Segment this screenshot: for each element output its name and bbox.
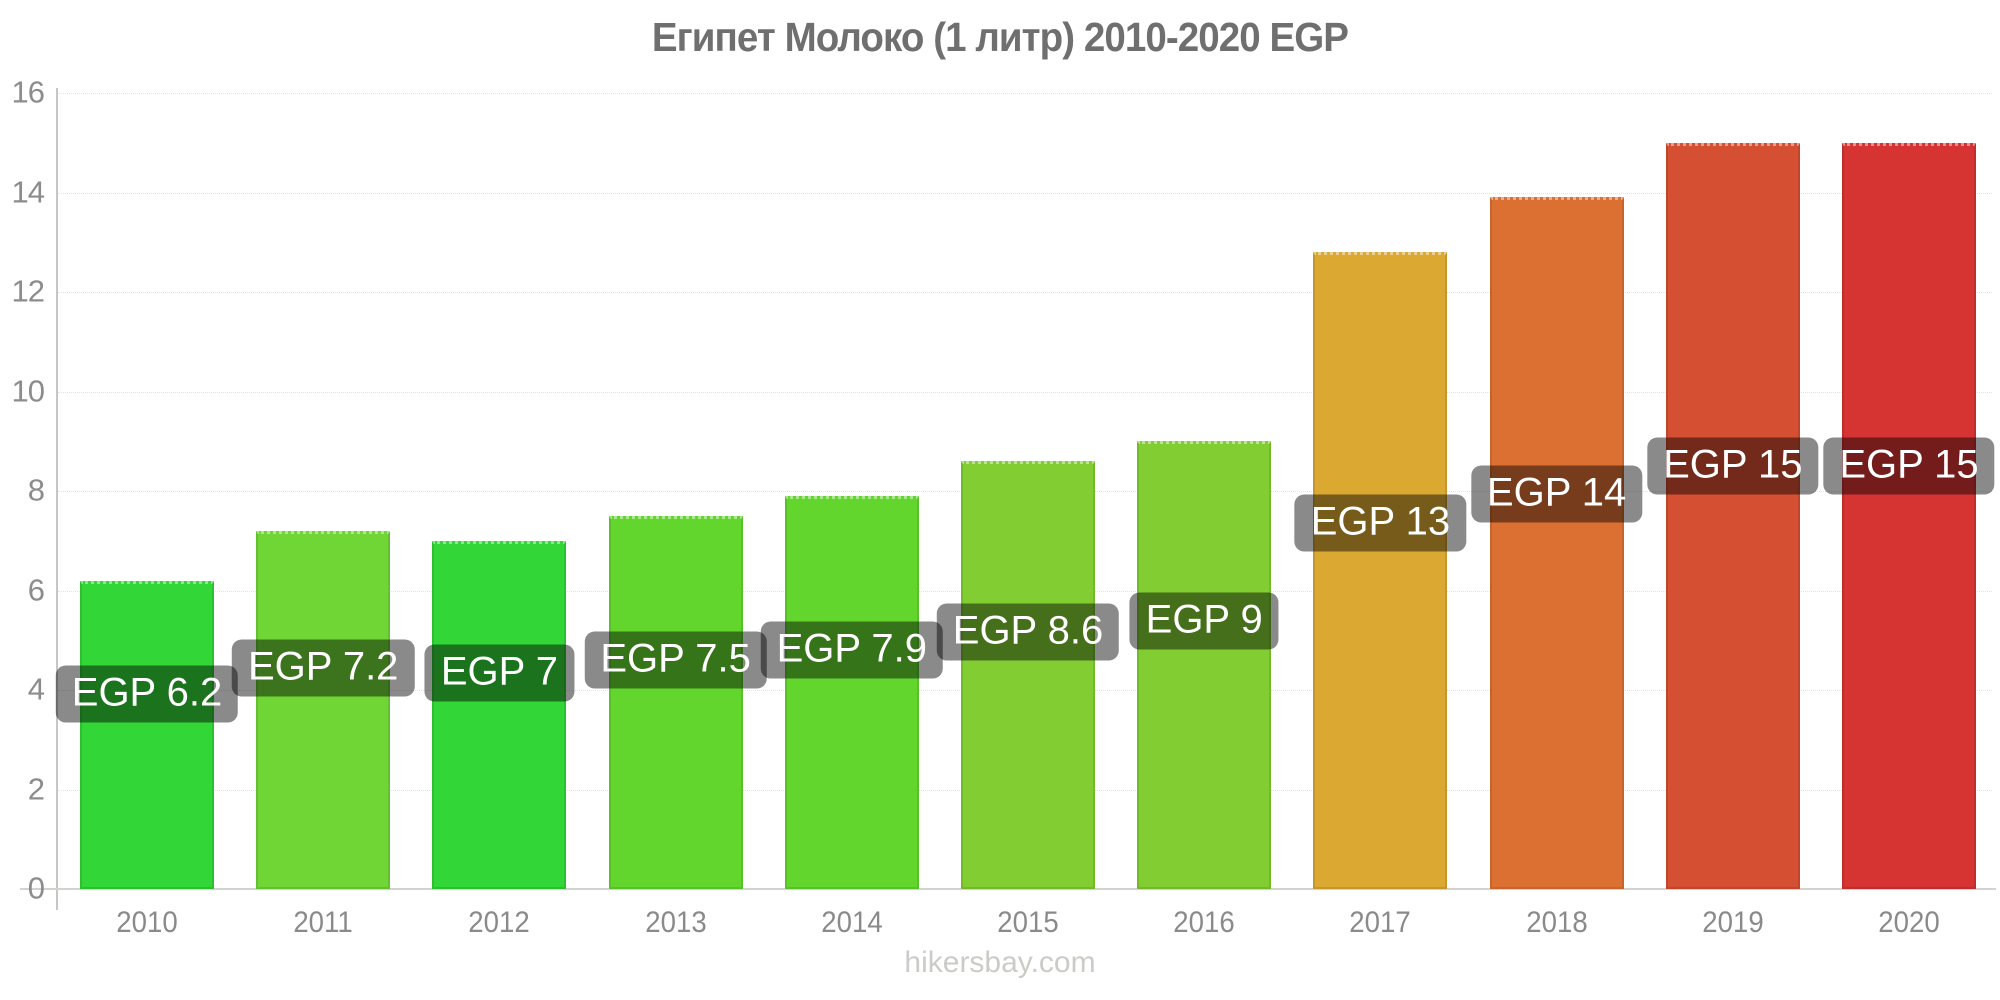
bar-value-label-2018: EGP 14: [1470, 465, 1643, 523]
footer-watermark: hikersbay.com: [904, 946, 1096, 979]
y-tick-label-2: 2: [27, 770, 45, 806]
gridline-14: [58, 192, 1992, 194]
x-axis-line: [20, 888, 1996, 890]
bar-value-label-2020: EGP 15: [1823, 437, 1995, 495]
bar-2010: [80, 580, 214, 889]
x-tick-label-2013: 2013: [644, 906, 707, 939]
x-tick-label-2017: 2017: [1349, 906, 1412, 939]
x-tick-label-2012: 2012: [468, 906, 531, 939]
x-tick-label-2018: 2018: [1525, 906, 1588, 939]
bar-value-label-2013: EGP 7.5: [584, 631, 767, 689]
gridline-12: [58, 292, 1992, 293]
bar-2019: [1665, 142, 1800, 889]
bar-value-label-2011: EGP 7.2: [231, 639, 415, 697]
bar-value-label-2014: EGP 7.9: [760, 621, 944, 679]
y-tick-label-6: 6: [27, 571, 45, 607]
bar-value-label-2016: EGP 9: [1129, 592, 1279, 650]
bar-value-label-2015: EGP 8.6: [936, 603, 1120, 661]
y-tick-label-4: 4: [27, 671, 45, 707]
x-tick-label-2010: 2010: [116, 906, 178, 939]
y-tick-label-16: 16: [11, 74, 45, 110]
gridline-10: [58, 391, 1992, 393]
bar-2020: [1842, 142, 1976, 889]
bar-2014: [784, 495, 919, 889]
bar-value-label-2019: EGP 15: [1647, 437, 1819, 495]
x-tick-label-2019: 2019: [1702, 906, 1764, 939]
chart-title: Египет Молоко (1 литр) 2010-2020 EGP: [651, 14, 1349, 60]
bar-value-label-2012: EGP 7: [424, 644, 574, 702]
x-tick-label-2020: 2020: [1878, 906, 1940, 939]
bar-value-label-2010: EGP 6.2: [55, 665, 239, 723]
x-tick-label-2014: 2014: [821, 906, 883, 939]
y-tick-label-12: 12: [11, 273, 45, 309]
bar-2017: [1313, 252, 1448, 889]
y-axis-line: [56, 88, 58, 910]
x-tick-label-2015: 2015: [997, 906, 1059, 939]
bar-2011: [256, 530, 391, 889]
bar-2015: [961, 461, 1095, 889]
y-tick-label-0: 0: [27, 870, 45, 906]
gridline-16: [58, 93, 1992, 94]
bar-2013: [608, 515, 743, 889]
y-tick-label-8: 8: [27, 472, 45, 508]
x-tick-label-2016: 2016: [1173, 906, 1235, 939]
y-tick-label-14: 14: [11, 173, 45, 209]
bar-2012: [432, 540, 567, 889]
x-tick-label-2011: 2011: [293, 906, 353, 939]
y-tick-label-10: 10: [11, 372, 45, 408]
bar-value-label-2017: EGP 13: [1294, 494, 1467, 552]
bar-2016: [1137, 441, 1272, 889]
bar-2018: [1489, 197, 1624, 889]
